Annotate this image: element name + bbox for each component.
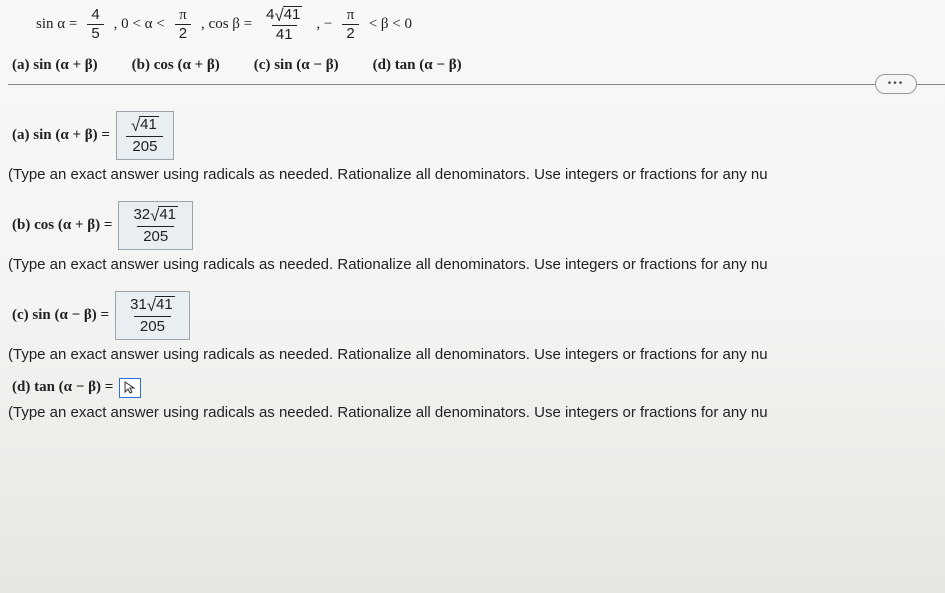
answer-c-lhs: (c) sin (α − β) =	[12, 305, 109, 326]
part-c-label: (c) sin (α − β)	[254, 55, 339, 76]
answer-d-input[interactable]	[119, 378, 141, 398]
given-conditions: sin α = 4 5 , 0 < α < π 2 , cos β = 4√41…	[8, 6, 945, 43]
instruction-d: (Type an exact answer using radicals as …	[8, 402, 945, 423]
frac-pi-2-a: π 2	[175, 7, 191, 43]
instruction-a: (Type an exact answer using radicals as …	[8, 164, 945, 185]
frac-pi-2-b: π 2	[342, 7, 358, 43]
answer-b-lhs: (b) cos (α + β) =	[12, 215, 112, 236]
beta-range-right: < β < 0	[369, 14, 412, 35]
part-d-label: (d) tan (α − β)	[373, 55, 462, 76]
instruction-b: (Type an exact answer using radicals as …	[8, 254, 945, 275]
beta-range-mid: , −	[316, 14, 332, 35]
answer-b-box: 32√41 205	[118, 201, 193, 250]
answer-c-box: 31√41 205	[115, 291, 190, 340]
cursor-icon	[123, 381, 137, 395]
answer-a-row: (a) sin (α + β) = √41 205	[8, 111, 945, 160]
answer-a-lhs: (a) sin (α + β) =	[12, 125, 110, 146]
frac-4-5: 4 5	[87, 7, 103, 43]
instruction-c: (Type an exact answer using radicals as …	[8, 344, 945, 365]
frac-cosbeta: 4√41 41	[262, 6, 306, 43]
part-a-label: (a) sin (α + β)	[12, 55, 98, 76]
alpha-range-left: , 0 < α <	[114, 14, 165, 35]
answer-c-row: (c) sin (α − β) = 31√41 205	[8, 291, 945, 340]
parts-row: (a) sin (α + β) (b) cos (α + β) (c) sin …	[8, 55, 945, 76]
more-options-button[interactable]: •••	[875, 74, 917, 94]
answer-d-lhs: (d) tan (α − β) =	[12, 377, 113, 398]
part-b-label: (b) cos (α + β)	[132, 55, 220, 76]
answer-b-row: (b) cos (α + β) = 32√41 205	[8, 201, 945, 250]
sqrt-41-given: √41	[274, 6, 302, 24]
answer-a-box: √41 205	[116, 111, 174, 160]
sin-alpha-label: sin α =	[36, 14, 77, 35]
cos-beta-label: , cos β =	[201, 14, 252, 35]
divider-line: •••	[8, 84, 945, 85]
answer-d-row: (d) tan (α − β) =	[8, 377, 945, 398]
